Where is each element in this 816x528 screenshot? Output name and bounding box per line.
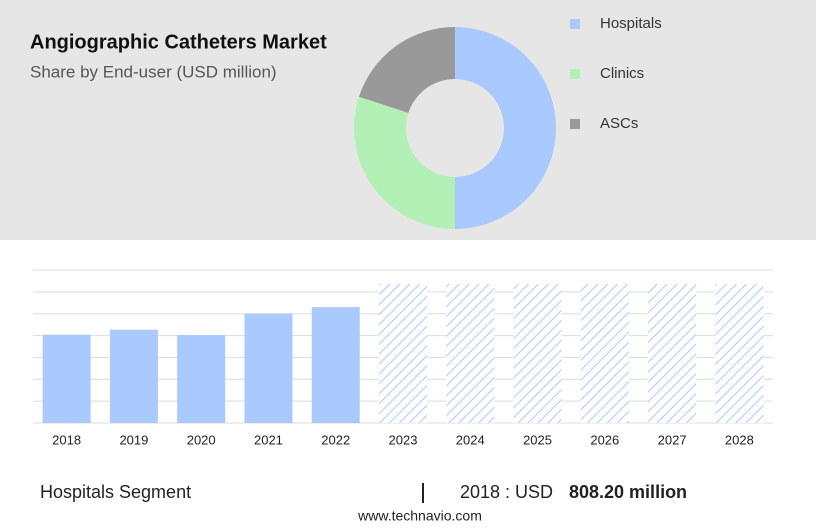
x-tick-label: 2018 <box>52 432 81 447</box>
legend-swatch <box>570 69 580 79</box>
legend-label: Clinics <box>600 65 644 82</box>
donut-slice <box>455 27 556 229</box>
forecast-placeholder <box>715 284 764 423</box>
bar <box>244 313 293 423</box>
x-tick-label: 2026 <box>590 432 619 447</box>
x-tick-label: 2028 <box>725 432 754 447</box>
legend-swatch <box>570 19 580 29</box>
forecast-placeholder <box>580 284 629 423</box>
legend-label: Hospitals <box>600 15 662 32</box>
bar <box>109 329 158 423</box>
forecast-placeholder <box>446 284 495 423</box>
legend-label: ASCs <box>600 115 638 132</box>
x-tick-label: 2024 <box>456 432 485 447</box>
donut-slice <box>358 27 455 113</box>
x-tick-label: 2022 <box>321 432 350 447</box>
bar <box>42 334 91 423</box>
bar <box>177 335 226 423</box>
segment-label: Hospitals Segment <box>40 482 191 502</box>
x-tick-label: 2025 <box>523 432 552 447</box>
donut-slice <box>353 96 455 230</box>
forecast-placeholder <box>513 284 562 423</box>
year-label: 2018 : USD <box>460 482 553 502</box>
legend-swatch <box>570 119 580 129</box>
x-tick-label: 2023 <box>389 432 418 447</box>
value-label: 808.20 million <box>569 482 687 502</box>
chart-title: Angiographic Catheters Market <box>30 31 327 53</box>
forecast-placeholder <box>648 284 697 423</box>
x-tick-label: 2019 <box>119 432 148 447</box>
website: www.technavio.com <box>357 508 482 524</box>
x-tick-label: 2020 <box>187 432 216 447</box>
chart-subtitle: Share by End-user (USD million) <box>30 62 277 81</box>
x-tick-label: 2021 <box>254 432 283 447</box>
forecast-placeholder <box>379 284 427 423</box>
bar <box>311 307 360 423</box>
x-tick-label: 2027 <box>658 432 687 447</box>
